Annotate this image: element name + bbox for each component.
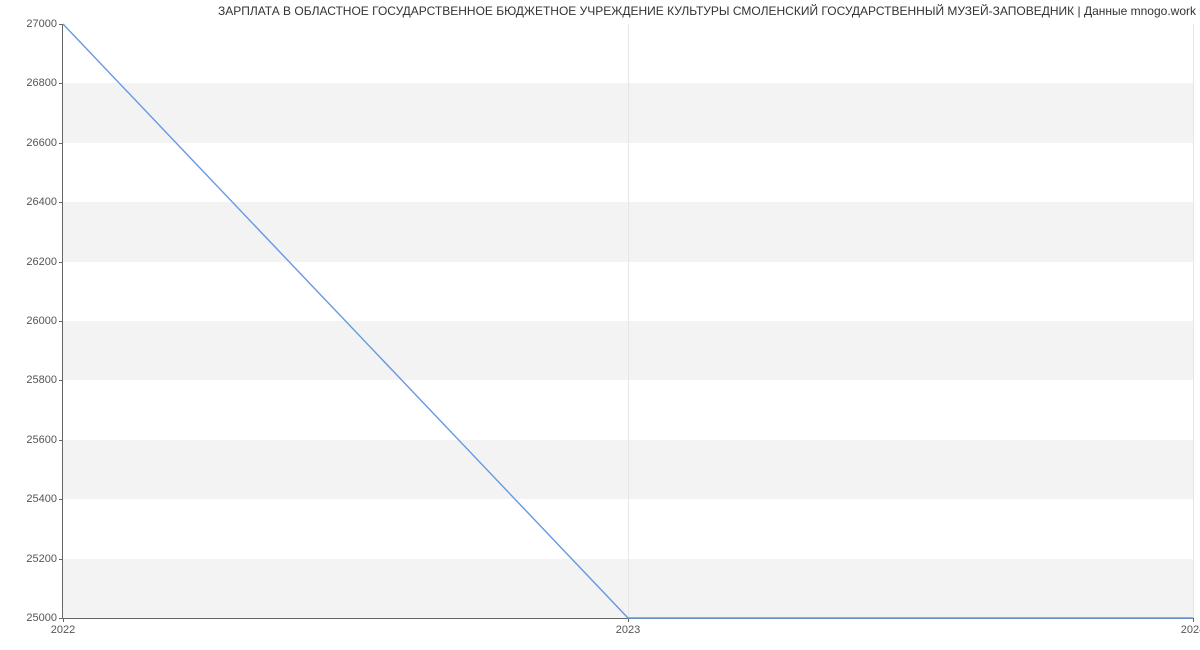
x-tick-label: 2022 bbox=[51, 618, 75, 636]
y-tick-label: 26000 bbox=[26, 315, 63, 327]
chart-title: ЗАРПЛАТА В ОБЛАСТНОЕ ГОСУДАРСТВЕННОЕ БЮД… bbox=[0, 4, 1200, 18]
salary-line-chart: ЗАРПЛАТА В ОБЛАСТНОЕ ГОСУДАРСТВЕННОЕ БЮД… bbox=[0, 0, 1200, 650]
y-tick-label: 27000 bbox=[26, 18, 63, 30]
plot-area: 2500025200254002560025800260002620026400… bbox=[62, 24, 1193, 619]
y-tick-label: 26800 bbox=[26, 77, 63, 89]
y-tick-label: 26200 bbox=[26, 256, 63, 268]
y-tick-label: 26400 bbox=[26, 196, 63, 208]
x-tick-label: 2024 bbox=[1181, 618, 1200, 636]
y-tick-label: 26600 bbox=[26, 137, 63, 149]
series-line-salary bbox=[63, 24, 1193, 618]
y-tick-label: 25400 bbox=[26, 493, 63, 505]
x-tick-label: 2023 bbox=[616, 618, 640, 636]
y-tick-label: 25600 bbox=[26, 434, 63, 446]
y-tick-label: 25200 bbox=[26, 553, 63, 565]
y-tick-label: 25800 bbox=[26, 374, 63, 386]
line-layer bbox=[63, 24, 1193, 618]
x-gridline bbox=[1193, 24, 1194, 618]
